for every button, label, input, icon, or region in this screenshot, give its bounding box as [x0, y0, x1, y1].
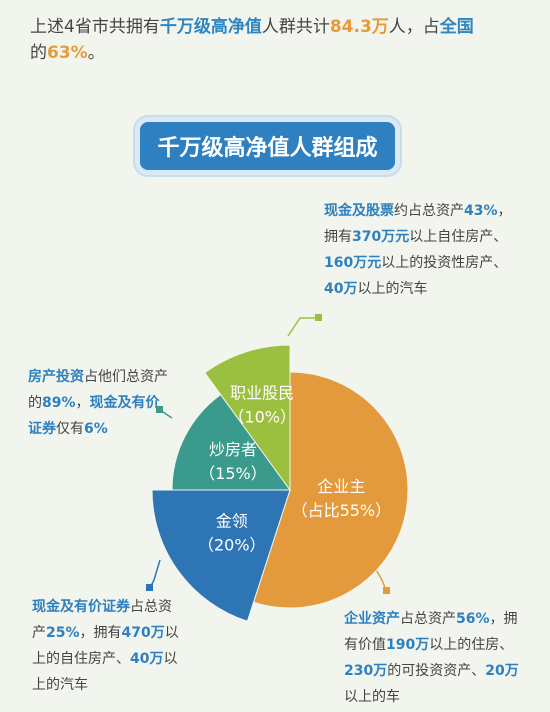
intro-highlight: 千万级高净值: [159, 17, 262, 37]
intro-text: 人群共计: [261, 17, 330, 37]
note-white-collar: 现金及有价证券占总资产25%，拥有470万以上的自住房产、40万以上的汽车: [32, 599, 179, 693]
chart-title: 千万级高净值人群组成: [140, 122, 395, 170]
slice-percent-label: （15%）: [199, 464, 267, 483]
intro-highlight: 全国: [439, 17, 474, 37]
slice-name-label: 职业股民: [230, 383, 294, 402]
slice-percent-label: （10%）: [228, 407, 296, 426]
leader-marker-business-owners: [383, 587, 390, 594]
slice-percent-label: （20%）: [198, 535, 266, 554]
leader-marker-speculators: [156, 406, 163, 413]
slice-name-label: 企业主: [317, 477, 365, 496]
leader-marker-stockholders: [315, 314, 322, 321]
note-speculators: 房产投资占他们总资产的89%，现金及有价证券仅有6%: [28, 369, 168, 437]
leader-line-white-collar: [149, 559, 161, 589]
pie-slice: [204, 344, 291, 492]
slice-percent-label: （占比55%）: [292, 501, 392, 520]
pie-slice: [252, 371, 409, 609]
intro-paragraph: 上述4省市共拥有千万级高净值人群共计84.3万人，占全国的63%。: [30, 14, 530, 66]
slice-name-label: 金领: [216, 511, 248, 530]
intro-highlight: 84.3万: [329, 17, 389, 37]
intro-text: 的: [30, 43, 47, 63]
intro-text: 。: [87, 43, 105, 63]
pie-slice: [151, 489, 291, 622]
leader-line-stockholders: [287, 317, 318, 337]
intro-text: 上述4省市共拥有: [30, 17, 160, 37]
intro-text: 人，占: [388, 17, 440, 37]
slice-name-label: 炒房者: [209, 440, 257, 459]
pie-slice: [171, 393, 291, 491]
intro-highlight: 63%: [47, 43, 88, 63]
leader-marker-white-collar: [146, 584, 153, 591]
note-business-owners: 企业资产占总资产56%，拥有价值190万以上的住房、230万的可投资资产、20万…: [344, 611, 519, 705]
note-cash-stocks: 现金及股票约占总资产43%，拥有370万元以上自住房产、160万元以上的投资性房…: [324, 203, 512, 297]
